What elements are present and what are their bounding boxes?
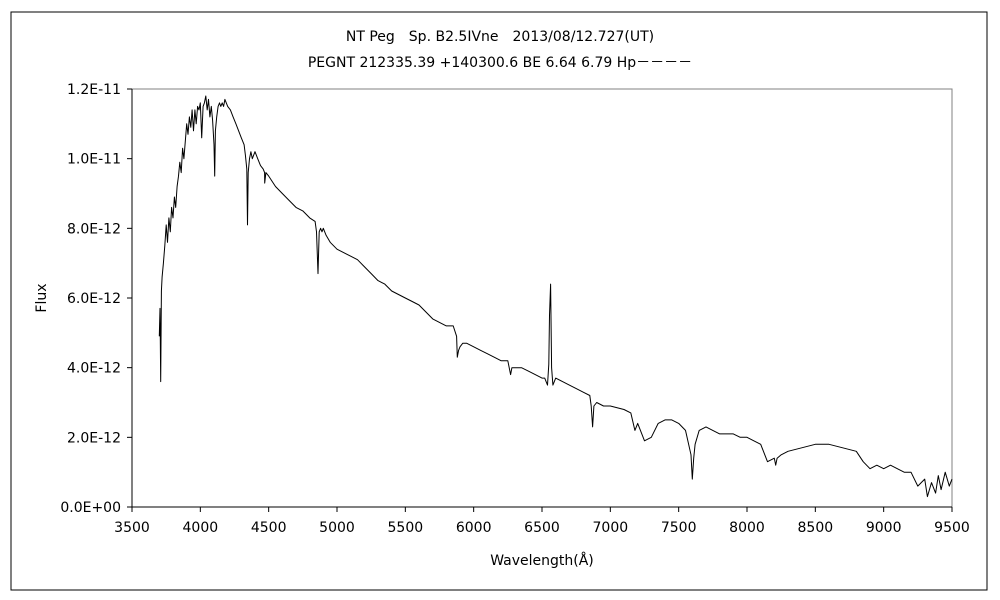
- y-tick-label: 4.0E-12: [67, 361, 121, 377]
- y-tick-label: 1.2E-11: [67, 82, 121, 98]
- x-tick-label: 4000: [183, 520, 219, 536]
- series-layer: [158, 95, 953, 498]
- x-tick-label: 6000: [456, 520, 492, 536]
- x-tick-label: 8000: [729, 520, 765, 536]
- x-tick-label: 5500: [388, 520, 424, 536]
- chart-border: [10, 11, 988, 591]
- x-tick-label: 7500: [661, 520, 697, 536]
- y-tick-label: 0.0E+00: [60, 500, 121, 516]
- y-tick-label: 8.0E-12: [67, 221, 121, 237]
- y-axis-label: Flux: [34, 283, 50, 312]
- x-tick-label: 9500: [934, 520, 970, 536]
- x-tick-label: 8500: [798, 520, 834, 536]
- x-tick-label: 7000: [593, 520, 629, 536]
- y-tick-label: 1.0E-11: [67, 152, 121, 168]
- x-tick-label: 9000: [866, 520, 902, 536]
- x-axis-ticks: 3500 4000 4500 5000 5500 6000 6500 7000 7500 8000…: [114, 507, 970, 536]
- y-tick-label: 6.0E-12: [67, 291, 121, 307]
- y-axis-ticks: 0.0E+00 2.0E-12 4.0E-12 6.0E-12 8.0E-12 1.0E-…: [60, 82, 132, 516]
- series-line-0: [158, 95, 953, 498]
- chart-title: NT Peg Sp. B2.5IVne 2013/08/12.727(UT): [346, 29, 654, 45]
- chart-subtitle: PEGNT 212335.39 +140300.6 BE 6.64 6.79 H…: [308, 55, 692, 71]
- x-axis-label: Wavelength(Å): [490, 552, 594, 569]
- x-tick-label: 3500: [114, 520, 150, 536]
- x-tick-label: 5000: [319, 520, 355, 536]
- x-tick-label: 6500: [524, 520, 560, 536]
- y-tick-label: 2.0E-12: [67, 430, 121, 446]
- x-tick-label: 4500: [251, 520, 287, 536]
